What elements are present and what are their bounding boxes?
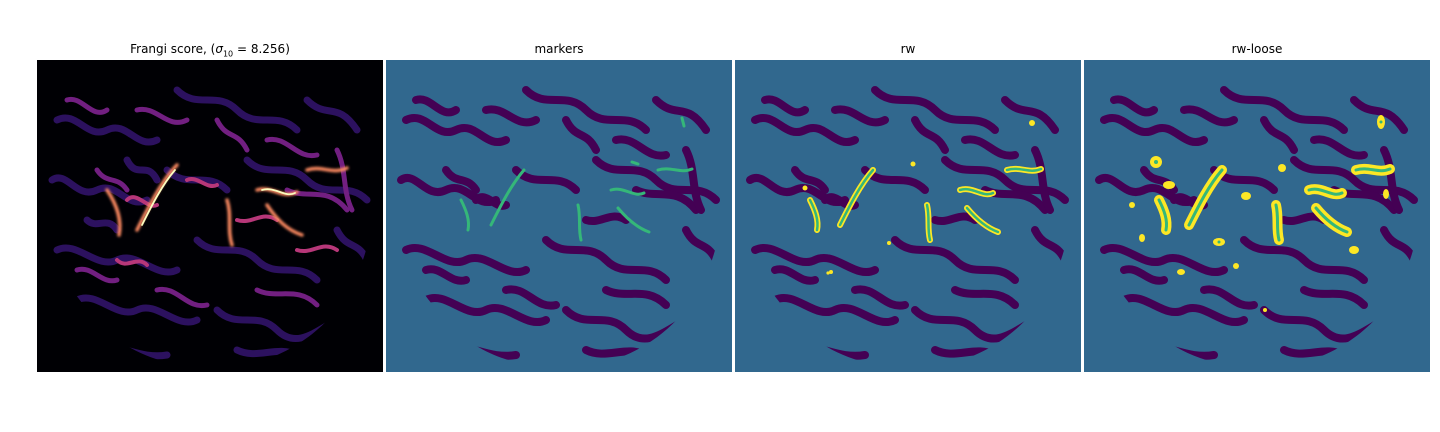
sigma-subscript: 10 (222, 49, 234, 59)
sigma-value: = 8.256) (233, 42, 290, 56)
panel-title-rw: rw (900, 42, 916, 56)
rw-loose-image (1084, 60, 1430, 372)
rw-image (735, 60, 1081, 372)
markers-image (386, 60, 732, 372)
panel-title-frangi: Frangi score, (σ10 = 8.256) (37, 41, 383, 62)
sigma-symbol: σ (215, 42, 223, 56)
panel-title-markers: markers (534, 42, 584, 56)
frangi-title-text: Frangi score, ( (130, 42, 216, 56)
panel-title-rw-loose: rw-loose (1231, 42, 1283, 56)
frangi-score-image (37, 60, 383, 372)
